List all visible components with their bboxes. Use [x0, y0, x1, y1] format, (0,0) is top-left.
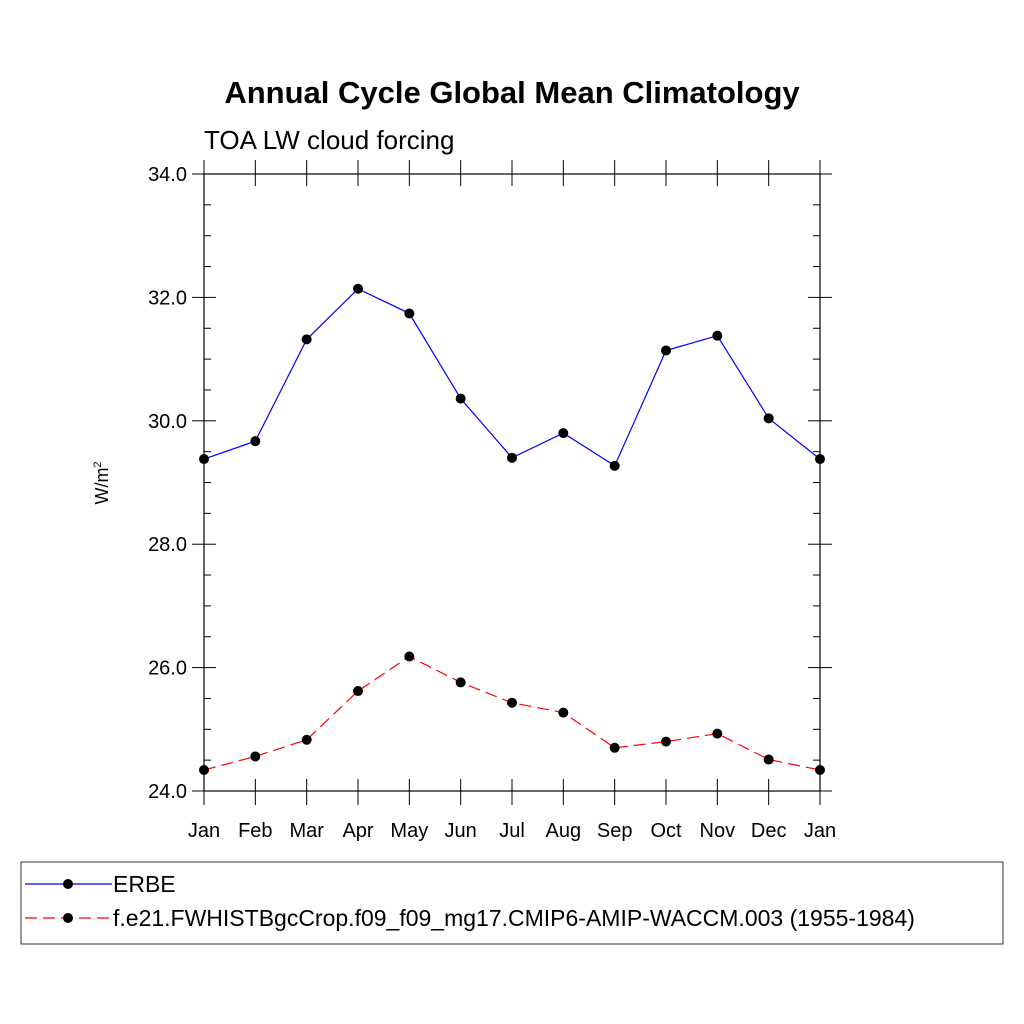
legend: ERBE f.e21.FWHISTBgcCrop.f09_f09_mg17.CMI… — [20, 861, 1004, 945]
data-point — [250, 436, 261, 447]
x-tick-label: Apr — [342, 820, 373, 842]
data-point — [301, 734, 312, 745]
legend-marker — [63, 879, 73, 889]
plot-area: 24.0 26.0 28.0 30.0 32.0 34.0 Jan Feb Mar Apr May J… — [148, 160, 836, 842]
series-line — [203, 288, 821, 467]
data-point — [712, 330, 723, 341]
tick-labels: 24.0 26.0 28.0 30.0 32.0 34.0 Jan Feb Mar Apr May J… — [148, 164, 836, 842]
data-point — [455, 393, 466, 404]
data-point — [609, 460, 620, 471]
data-point — [353, 283, 363, 294]
legend-box — [20, 861, 1004, 945]
x-tick-label: Nov — [700, 820, 736, 842]
y-tick-label: 34.0 — [148, 164, 187, 186]
x-tick-label: Jan — [804, 820, 836, 842]
legend-label: f.e21.FWHISTBgcCrop.f09_f09_mg17.CMIP6-A… — [113, 905, 915, 931]
series-line — [203, 655, 821, 771]
y-tick-label: 30.0 — [148, 411, 187, 433]
x-tick-label: May — [390, 820, 428, 842]
data-point — [404, 308, 415, 319]
x-tick-label: Jan — [188, 820, 220, 842]
x-tick-label: Dec — [751, 820, 787, 842]
data-point — [763, 413, 774, 424]
data-point — [250, 751, 261, 762]
data-point — [301, 334, 312, 345]
y-tick-label: 28.0 — [148, 534, 187, 556]
x-tick-label: Sep — [597, 820, 633, 842]
y-axis-label: W/m2 — [92, 461, 112, 504]
data-point — [712, 728, 723, 739]
data-point — [558, 428, 569, 439]
data-point — [455, 677, 466, 688]
y-tick-label: 32.0 — [148, 287, 187, 309]
x-tick-label: Jul — [499, 820, 525, 842]
data-point — [199, 454, 209, 465]
x-tick-label: Jun — [445, 820, 477, 842]
legend-label: ERBE — [113, 871, 176, 897]
data-point — [815, 765, 825, 776]
series-1 — [199, 283, 825, 471]
axis-ticks — [192, 160, 832, 805]
y-tick-label: 24.0 — [148, 781, 187, 803]
data-point — [507, 697, 517, 708]
chart-subtitle: TOA LW cloud forcing — [204, 125, 454, 155]
series-2 — [199, 651, 825, 776]
data-point — [815, 454, 825, 465]
x-tick-label: Aug — [546, 820, 582, 842]
x-tick-label: Feb — [238, 820, 272, 842]
y-axis-label-text: W/m — [92, 468, 112, 505]
data-point — [507, 452, 517, 463]
data-point — [353, 686, 363, 697]
data-point — [404, 651, 415, 662]
y-axis-label-exponent: 2 — [92, 461, 104, 467]
y-tick-label: 26.0 — [148, 658, 187, 680]
x-tick-label: Mar — [289, 820, 324, 842]
x-tick-label: Oct — [650, 820, 682, 842]
series-layer — [199, 283, 825, 776]
data-point — [199, 765, 209, 776]
chart-title: Annual Cycle Global Mean Climatology — [224, 75, 800, 110]
data-point — [661, 736, 671, 747]
data-point — [558, 707, 569, 718]
legend-marker — [63, 913, 73, 923]
data-point — [763, 754, 774, 765]
data-point — [661, 345, 671, 356]
data-point — [609, 742, 620, 753]
